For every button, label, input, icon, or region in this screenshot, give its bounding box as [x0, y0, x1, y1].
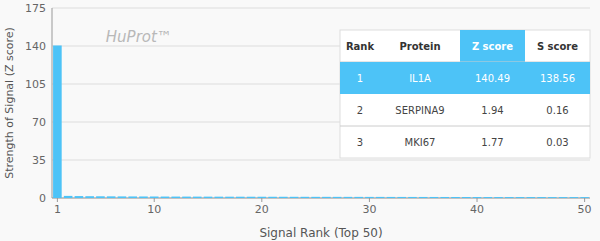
chart: 0 35 70 105 140 175 1 10 20 30 40 50 HuProt™ Signal R…	[0, 0, 600, 241]
y-axis-label: Strength of Signal (Z score)	[3, 27, 16, 179]
grid-line	[52, 8, 590, 9]
table: Rank Protein Z score S score 1 IL1A 140.49 138.…	[340, 30, 590, 158]
bar	[344, 197, 353, 198]
x-tick-label: 10	[147, 203, 161, 216]
table-rule	[340, 126, 590, 127]
bar	[107, 196, 116, 198]
bar	[559, 197, 568, 198]
bar	[408, 197, 417, 198]
bar	[365, 197, 374, 198]
table-cell: 1.77	[481, 137, 503, 148]
bar	[150, 197, 159, 198]
bar	[483, 197, 492, 198]
grid-line	[52, 160, 590, 161]
x-tick	[261, 198, 262, 202]
table-cell: 1	[357, 73, 363, 84]
bar	[236, 197, 245, 198]
bar	[505, 197, 514, 198]
bar	[85, 196, 94, 198]
bar	[527, 197, 536, 198]
bar	[247, 197, 256, 198]
table-cell: SERPINA9	[395, 105, 444, 116]
table-cell: 2	[357, 105, 363, 116]
table-cell: 140.49	[475, 73, 510, 84]
table-cell: MKI67	[405, 137, 436, 148]
x-tick-label: 20	[255, 203, 269, 216]
bar	[139, 196, 148, 198]
bar	[462, 197, 471, 198]
bar	[494, 197, 503, 198]
y-tick-label: 35	[32, 154, 46, 167]
bar	[118, 196, 127, 198]
x-tick	[584, 198, 585, 202]
bar	[128, 196, 137, 198]
table-header: S score	[537, 41, 578, 52]
bar	[182, 197, 191, 198]
table-header: Z score	[472, 41, 513, 52]
bar	[161, 197, 170, 198]
bar	[354, 197, 363, 198]
bar	[171, 197, 180, 198]
bar	[214, 197, 223, 198]
bar	[96, 196, 105, 198]
x-axis-label: Signal Rank (Top 50)	[259, 226, 382, 240]
table-cell: 1.94	[481, 105, 503, 116]
x-tick-label: 1	[54, 203, 61, 216]
table-cell: 3	[357, 137, 363, 148]
x-tick-label: 30	[362, 203, 376, 216]
bar	[53, 45, 62, 198]
table-cell: 0.16	[546, 105, 568, 116]
row-highlight	[340, 62, 590, 94]
bar	[387, 197, 396, 198]
table-cell: IL1A	[409, 73, 431, 84]
y-tick-label: 140	[25, 40, 46, 53]
header-highlight	[460, 30, 525, 62]
bar	[440, 197, 449, 198]
table-header: Rank	[346, 41, 375, 52]
background	[0, 0, 600, 241]
table-header: Protein	[399, 41, 440, 52]
bar	[225, 197, 234, 198]
bar	[397, 197, 406, 198]
bar	[333, 197, 342, 198]
y-tick-label: 175	[25, 2, 46, 15]
bar	[580, 197, 589, 198]
x-tick	[477, 198, 478, 202]
bar	[64, 196, 73, 198]
bar	[570, 197, 579, 198]
table-cell: 0.03	[546, 137, 568, 148]
y-tick-label: 105	[25, 78, 46, 91]
x-tick-label: 50	[578, 203, 592, 216]
x-tick	[369, 198, 370, 202]
bar	[451, 197, 460, 198]
bar	[376, 197, 385, 198]
table-cell: 138.56	[540, 73, 575, 84]
bar	[204, 197, 213, 198]
x-tick-label: 40	[470, 203, 484, 216]
bar	[75, 196, 84, 198]
bar	[430, 197, 439, 198]
x-tick	[57, 198, 58, 202]
y-axis-line	[52, 8, 53, 198]
title: HuProt™	[106, 28, 172, 46]
bar	[537, 197, 546, 198]
bar	[258, 197, 267, 198]
y-tick-label: 70	[32, 116, 46, 129]
bar	[279, 197, 288, 198]
bar	[193, 197, 202, 198]
x-tick	[154, 198, 155, 202]
bar	[473, 197, 482, 198]
bar	[268, 197, 277, 198]
bar	[419, 197, 428, 198]
bar	[301, 197, 310, 198]
y-tick-label: 0	[39, 192, 46, 205]
bar	[516, 197, 525, 198]
bar	[548, 197, 557, 198]
bar	[311, 197, 320, 198]
bar	[322, 197, 331, 198]
bar	[290, 197, 299, 198]
table-background	[340, 30, 590, 158]
